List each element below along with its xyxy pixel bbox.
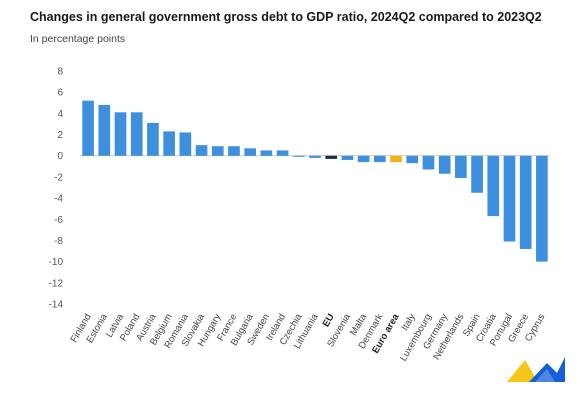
bar-slovakia: [195, 145, 208, 156]
y-tick-label: -4: [54, 194, 63, 205]
bar-france: [228, 146, 240, 156]
bar-finland: [82, 100, 94, 156]
y-tick-label: -12: [49, 278, 64, 289]
bar-greece: [519, 155, 532, 249]
chart-title: Changes in general government gross debt…: [30, 10, 542, 24]
y-tick-label: -2: [54, 172, 63, 183]
bar-hungary: [211, 146, 224, 156]
bar-estonia: [98, 104, 111, 156]
bar-austria: [147, 122, 159, 156]
bar-spain: [471, 155, 483, 193]
bar-romania: [179, 132, 192, 156]
bar-lithuania: [309, 155, 321, 158]
bar-latvia: [114, 112, 127, 156]
y-tick-label: -10: [49, 257, 64, 268]
bar-euro-area: [390, 155, 402, 163]
x-axis: FinlandEstoniaLatviaPolandAustriaBelgium…: [69, 311, 548, 363]
bar-ireland: [276, 150, 289, 156]
bar-belgium: [163, 131, 175, 156]
bar-portugal: [503, 155, 516, 242]
bar-eu: [325, 155, 338, 159]
bar-slovenia: [341, 155, 354, 160]
y-tick-label: -8: [54, 236, 63, 247]
bar-cyprus: [536, 155, 548, 262]
bars: [82, 100, 548, 262]
y-tick-label: 2: [57, 130, 63, 141]
chart-subtitle: In percentage points: [30, 33, 126, 45]
bar-luxembourg: [422, 155, 435, 170]
y-tick-label: 6: [57, 88, 63, 99]
bar-malta: [357, 155, 370, 163]
y-tick-label: 4: [57, 109, 63, 120]
bar-poland: [130, 112, 143, 156]
eurostat-logo-icon: [507, 357, 565, 382]
bar-croatia: [487, 155, 500, 217]
y-tick-label: -6: [54, 215, 63, 226]
bar-netherlands: [455, 155, 467, 178]
bar-germany: [438, 155, 451, 174]
y-tick-label: -14: [49, 300, 64, 311]
bar-denmark: [373, 155, 386, 163]
bar-sweden: [260, 150, 273, 156]
y-tick-label: 8: [57, 67, 63, 78]
y-tick-label: 0: [57, 151, 63, 162]
bar-czechia: [292, 155, 305, 157]
bar-bulgaria: [244, 148, 257, 156]
bar-italy: [406, 155, 419, 164]
